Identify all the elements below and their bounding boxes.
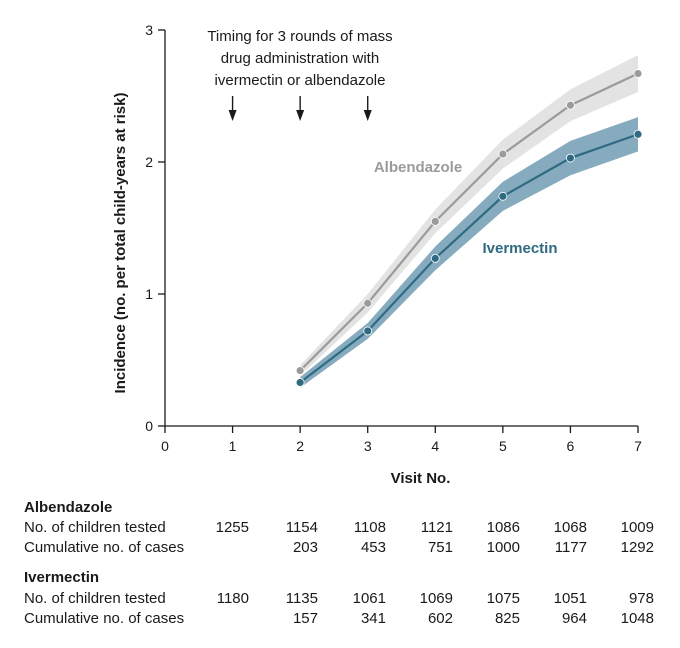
table-cell: 1255 [215, 519, 249, 536]
table-cell: 602 [427, 610, 453, 627]
data-point-ivermectin [430, 253, 440, 263]
table-cell: 1068 [553, 519, 587, 536]
x-axis-title: Visit No. [391, 470, 451, 487]
data-point-ivermectin [566, 153, 575, 163]
x-tick-label: 7 [634, 438, 642, 454]
table-cell: 341 [360, 610, 386, 627]
x-tick-label: 1 [229, 438, 237, 454]
data-point-ivermectin [633, 129, 643, 139]
data-point-ivermectin [363, 326, 373, 336]
table-cell: 1061 [352, 590, 386, 607]
series-line-ivermectin [299, 133, 639, 384]
table-cell: 978 [628, 590, 654, 607]
data-point-albendazole [295, 366, 305, 375]
data-point-albendazole [498, 149, 508, 159]
y-tick-label: 0 [145, 418, 153, 434]
x-tick-label: 0 [161, 438, 169, 454]
data-point-albendazole [566, 100, 575, 110]
table-cell: 1154 [285, 519, 318, 536]
table-cell: 1121 [420, 519, 453, 536]
table-cell: 1135 [285, 590, 318, 607]
chart-series: Albendazole Ivermectin [295, 69, 643, 387]
table-cell: 1009 [620, 519, 654, 536]
series-line-albendazole [299, 72, 639, 372]
table-cell: 1069 [419, 590, 453, 607]
x-tick-label: 4 [431, 438, 439, 454]
x-tick-label: 2 [296, 438, 304, 454]
children-at-risk-table: Albendazole No. of children tested 1255 115… [24, 0, 680, 648]
data-point-ivermectin [295, 378, 305, 387]
y-tick-label: 3 [145, 22, 153, 38]
ci-band-albendazole [300, 55, 638, 376]
table-cell: 1180 [216, 590, 249, 607]
table-row-label: Cumulative no. of cases [24, 610, 185, 627]
table-cell: 1075 [486, 590, 520, 607]
table-cell: 1051 [553, 590, 587, 607]
data-point-albendazole [363, 298, 373, 308]
data-point-albendazole [633, 69, 643, 78]
table-cell: 1108 [353, 519, 386, 536]
y-tick-label: 1 [145, 286, 153, 302]
table-cell: 964 [561, 610, 587, 627]
table-cell: 751 [427, 539, 453, 556]
table-cell: 1086 [486, 519, 520, 536]
series-label-ivermectin: Ivermectin [482, 240, 557, 257]
table-row-label: Cumulative no. of cases [24, 539, 185, 556]
annotation-line: Timing for 3 rounds of mass [207, 28, 392, 45]
table-cell: 1177 [554, 539, 587, 556]
annotation-line: drug administration with [221, 50, 379, 67]
table-cell: 453 [360, 539, 386, 556]
x-tick-label: 3 [364, 438, 372, 454]
mda-arrow-head [363, 110, 372, 121]
chart-axes: 0 1 2 3 0 1 2 3 4 5 6 7 Visit No. Incidence (no. per … [112, 22, 642, 487]
table-cell: 203 [292, 539, 318, 556]
x-tick-label: 6 [567, 438, 575, 454]
annotation-line: ivermectin or albendazole [215, 72, 386, 89]
series-label-albendazole: Albendazole [374, 159, 462, 176]
table-cell: 825 [494, 610, 520, 627]
mda-timing-annotation: Timing for 3 rounds of mass drug administ… [207, 28, 393, 121]
table-cell: 157 [292, 610, 318, 627]
table-cell: 1000 [486, 539, 520, 556]
table-row-label: No. of children tested [24, 590, 166, 607]
table-row-label: No. of children tested [24, 519, 166, 536]
table-group-heading: Ivermectin [24, 569, 100, 586]
mda-arrow-head [228, 110, 237, 121]
y-axis-title: Incidence (no. per total child-years at … [112, 93, 129, 394]
table-cell: 1292 [620, 539, 654, 556]
mda-arrow-head [296, 110, 305, 121]
y-tick-label: 2 [145, 154, 153, 170]
data-point-ivermectin [498, 191, 508, 201]
confidence-bands [300, 55, 638, 388]
ci-band-ivermectin [300, 117, 638, 388]
table-group-heading: Albendazole [24, 499, 113, 516]
table-cell: 1048 [620, 610, 654, 627]
x-tick-label: 5 [499, 438, 507, 454]
data-point-albendazole [430, 216, 440, 226]
